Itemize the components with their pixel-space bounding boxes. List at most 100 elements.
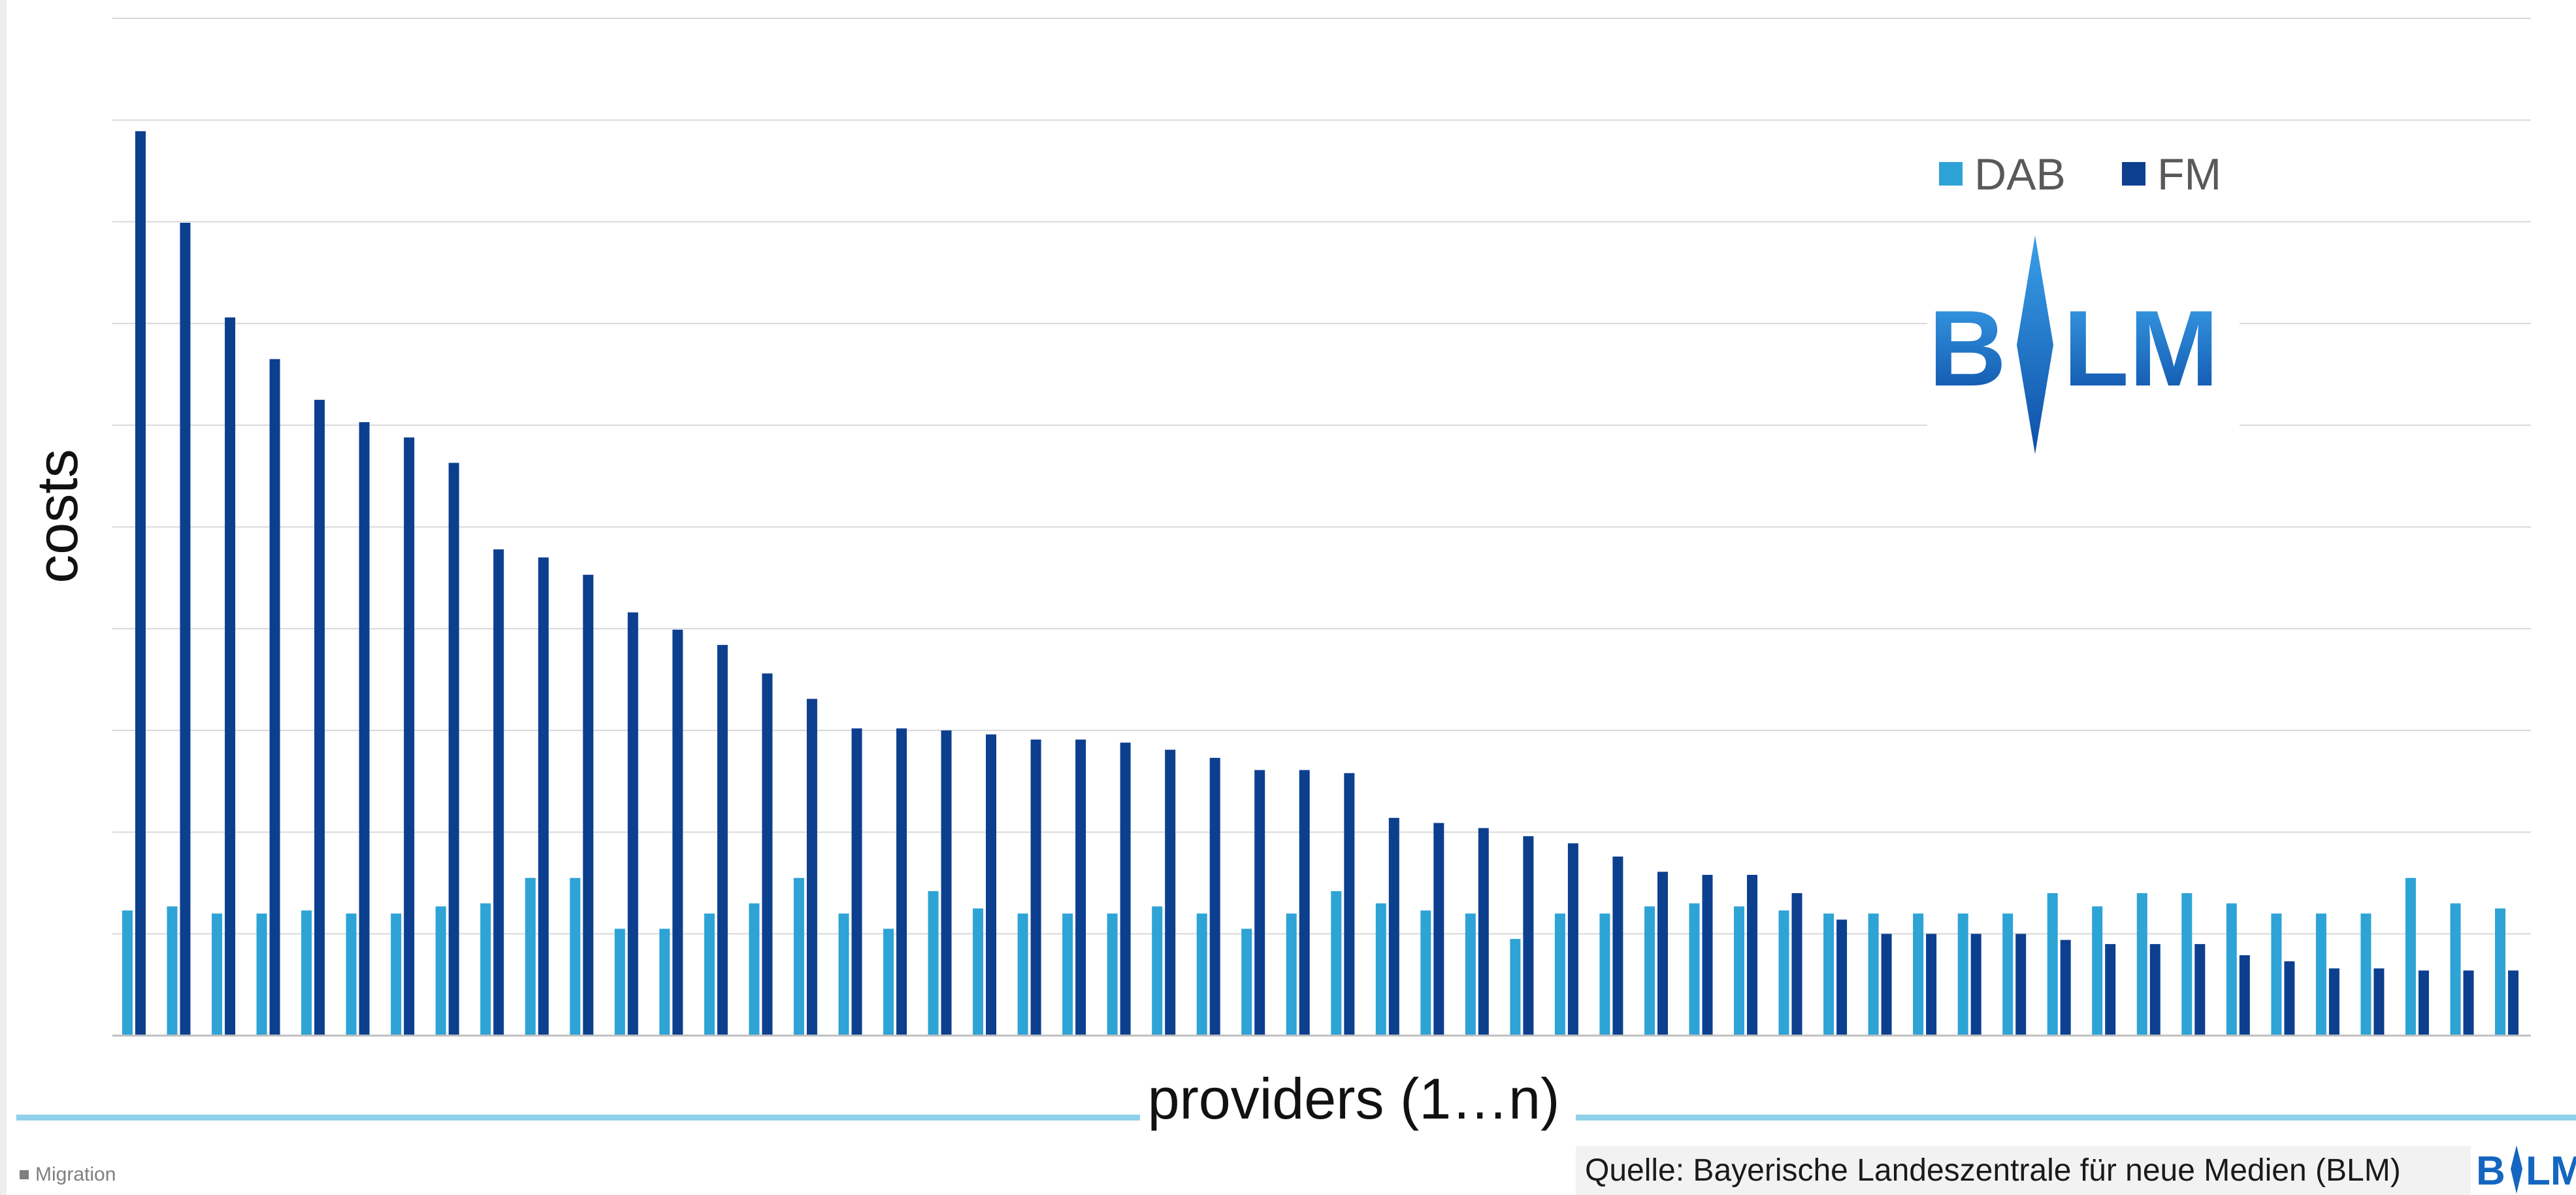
bar-dab-42 xyxy=(1957,913,1968,1036)
bar-fm-28 xyxy=(1344,773,1355,1036)
bar-dab-17 xyxy=(838,913,849,1036)
bar-fm-52 xyxy=(2418,970,2429,1036)
bar-dab-26 xyxy=(1241,928,1252,1036)
left-edge-strip xyxy=(0,0,7,1195)
bar-fm-31 xyxy=(1478,828,1489,1036)
x-axis-band-left xyxy=(16,1115,1140,1121)
bar-fm-50 xyxy=(2328,968,2340,1036)
corner-logo-needle-icon xyxy=(2511,1145,2522,1194)
bar-fm-9 xyxy=(493,549,504,1036)
bar-dab-28 xyxy=(1331,891,1342,1036)
bar-fm-48 xyxy=(2239,955,2250,1036)
x-axis-band-right xyxy=(1576,1115,2576,1121)
blm-logo-needle-icon xyxy=(2017,235,2053,454)
section-footer: Migration xyxy=(20,1162,116,1188)
bar-dab-37 xyxy=(1734,906,1744,1036)
source-text: Quelle: Bayerische Landeszentrale für ne… xyxy=(1585,1153,2401,1188)
bar-dab-49 xyxy=(2271,913,2282,1036)
bar-dab-18 xyxy=(883,928,894,1036)
bar-dab-40 xyxy=(1868,913,1879,1036)
bar-dab-16 xyxy=(793,877,804,1036)
bar-dab-34 xyxy=(1599,913,1610,1036)
corner-blm-logo: B LM xyxy=(2476,1145,2576,1194)
bar-fm-26 xyxy=(1254,770,1265,1036)
bar-fm-5 xyxy=(314,399,325,1036)
bar-dab-2 xyxy=(167,906,178,1036)
bar-dab-27 xyxy=(1286,913,1297,1036)
bar-fm-53 xyxy=(2463,970,2474,1036)
bar-dab-3 xyxy=(212,913,223,1036)
legend-label-fm: FM xyxy=(2157,150,2221,199)
bar-fm-43 xyxy=(2015,934,2027,1036)
bar-dab-25 xyxy=(1196,913,1207,1036)
bar-dab-23 xyxy=(1107,913,1118,1036)
bar-fm-10 xyxy=(538,557,549,1036)
corner-logo-letter-b: B xyxy=(2476,1149,2505,1194)
bar-fm-6 xyxy=(359,422,370,1036)
bar-fm-54 xyxy=(2508,970,2519,1036)
bar-fm-12 xyxy=(627,612,638,1036)
legend-swatch-fm xyxy=(2122,162,2145,186)
bar-fm-18 xyxy=(896,728,907,1036)
bar-fm-23 xyxy=(1120,742,1131,1036)
bar-dab-10 xyxy=(525,877,536,1036)
bar-fm-34 xyxy=(1612,857,1623,1036)
bar-dab-6 xyxy=(346,913,357,1036)
bar-dab-20 xyxy=(973,908,983,1036)
bar-fm-42 xyxy=(1970,934,1981,1036)
bar-fm-45 xyxy=(2105,943,2116,1036)
bar-fm-39 xyxy=(1836,919,1848,1036)
bar-fm-2 xyxy=(180,223,191,1036)
bar-dab-13 xyxy=(659,928,670,1036)
bar-fm-13 xyxy=(672,629,683,1036)
bar-fm-1 xyxy=(135,131,146,1036)
bar-fm-29 xyxy=(1388,817,1399,1036)
corner-logo-letters-lm: LM xyxy=(2526,1149,2576,1194)
bar-dab-46 xyxy=(2136,893,2147,1036)
bar-dab-9 xyxy=(480,903,491,1036)
bar-dab-7 xyxy=(391,913,402,1036)
bar-dab-12 xyxy=(614,928,625,1036)
bar-dab-35 xyxy=(1644,906,1655,1036)
bar-fm-40 xyxy=(1881,934,1892,1036)
bar-dab-31 xyxy=(1465,913,1476,1036)
bar-dab-24 xyxy=(1152,906,1163,1036)
bar-dab-47 xyxy=(2181,893,2193,1036)
bar-dab-43 xyxy=(2002,913,2014,1036)
bar-fm-17 xyxy=(851,728,862,1036)
bar-fm-20 xyxy=(986,734,996,1036)
bar-dab-32 xyxy=(1510,939,1521,1036)
bar-dab-38 xyxy=(1778,910,1789,1036)
bar-fm-8 xyxy=(448,463,459,1036)
bar-dab-50 xyxy=(2315,913,2326,1036)
bar-fm-44 xyxy=(2060,940,2071,1036)
bar-dab-36 xyxy=(1689,903,1700,1036)
bar-dab-5 xyxy=(301,910,312,1036)
bar-fm-35 xyxy=(1657,872,1668,1036)
bar-dab-41 xyxy=(1913,913,1924,1036)
bar-dab-15 xyxy=(749,903,760,1036)
bar-fm-24 xyxy=(1165,749,1176,1036)
bar-dab-44 xyxy=(2047,893,2058,1036)
bullet-square-icon xyxy=(20,1170,29,1179)
bar-dab-11 xyxy=(570,877,581,1036)
bar-dab-14 xyxy=(704,913,715,1036)
bar-dab-30 xyxy=(1420,910,1431,1036)
bar-dab-19 xyxy=(928,891,939,1036)
bar-fm-47 xyxy=(2194,943,2206,1036)
bar-dab-48 xyxy=(2226,903,2237,1036)
legend-swatch-dab xyxy=(1939,162,1963,186)
bar-fm-14 xyxy=(717,645,728,1036)
bars xyxy=(122,131,2519,1036)
bar-fm-11 xyxy=(583,574,594,1036)
blm-logo: B LM xyxy=(1927,232,2240,454)
bar-fm-4 xyxy=(269,359,280,1036)
bar-fm-19 xyxy=(941,730,952,1036)
bar-dab-33 xyxy=(1554,913,1565,1036)
bar-fm-16 xyxy=(806,698,817,1036)
bar-fm-27 xyxy=(1299,770,1310,1036)
bar-dab-4 xyxy=(256,913,267,1036)
bar-fm-22 xyxy=(1075,739,1086,1036)
bar-fm-33 xyxy=(1567,843,1578,1036)
bar-fm-32 xyxy=(1523,836,1534,1036)
